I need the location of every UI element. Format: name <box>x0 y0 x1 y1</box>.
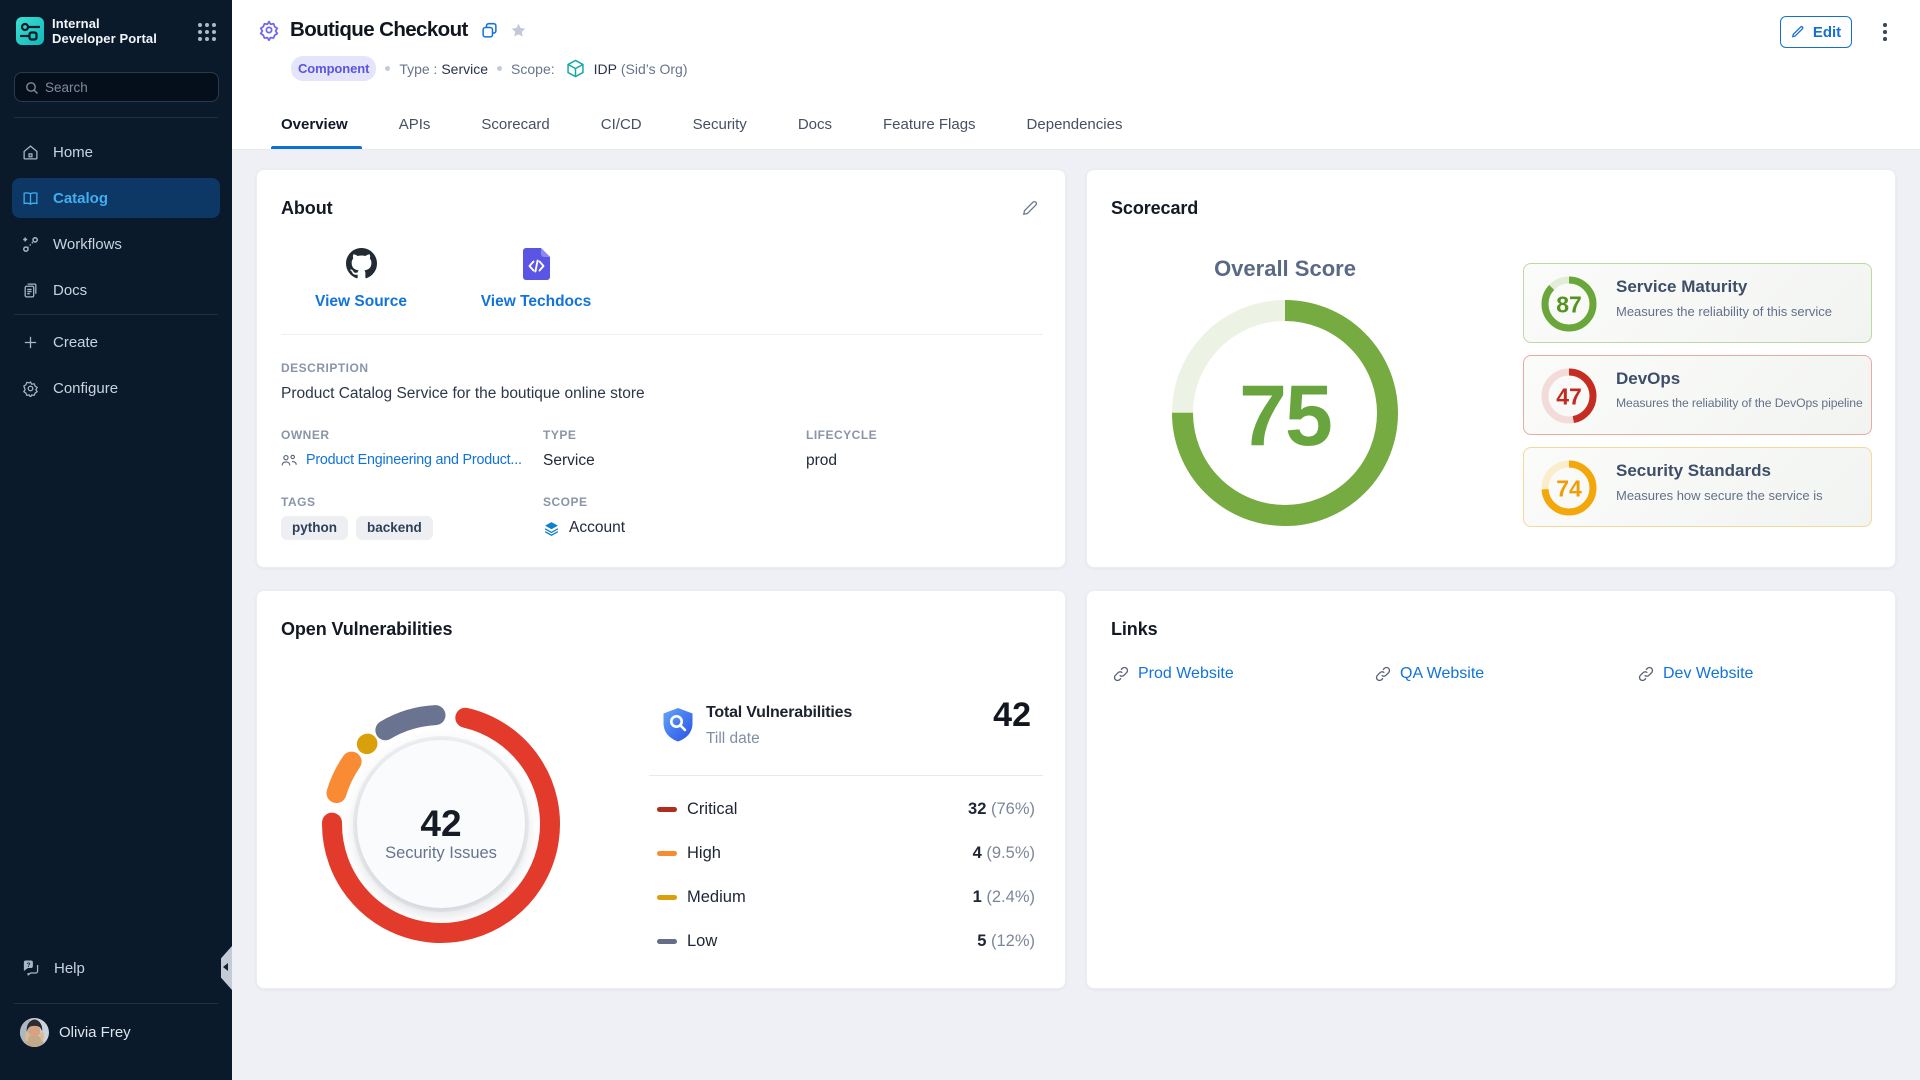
svg-text:74: 74 <box>1556 476 1582 502</box>
svg-text:?: ? <box>27 962 31 969</box>
svg-text:87: 87 <box>1556 292 1582 318</box>
svg-text:47: 47 <box>1556 384 1582 410</box>
